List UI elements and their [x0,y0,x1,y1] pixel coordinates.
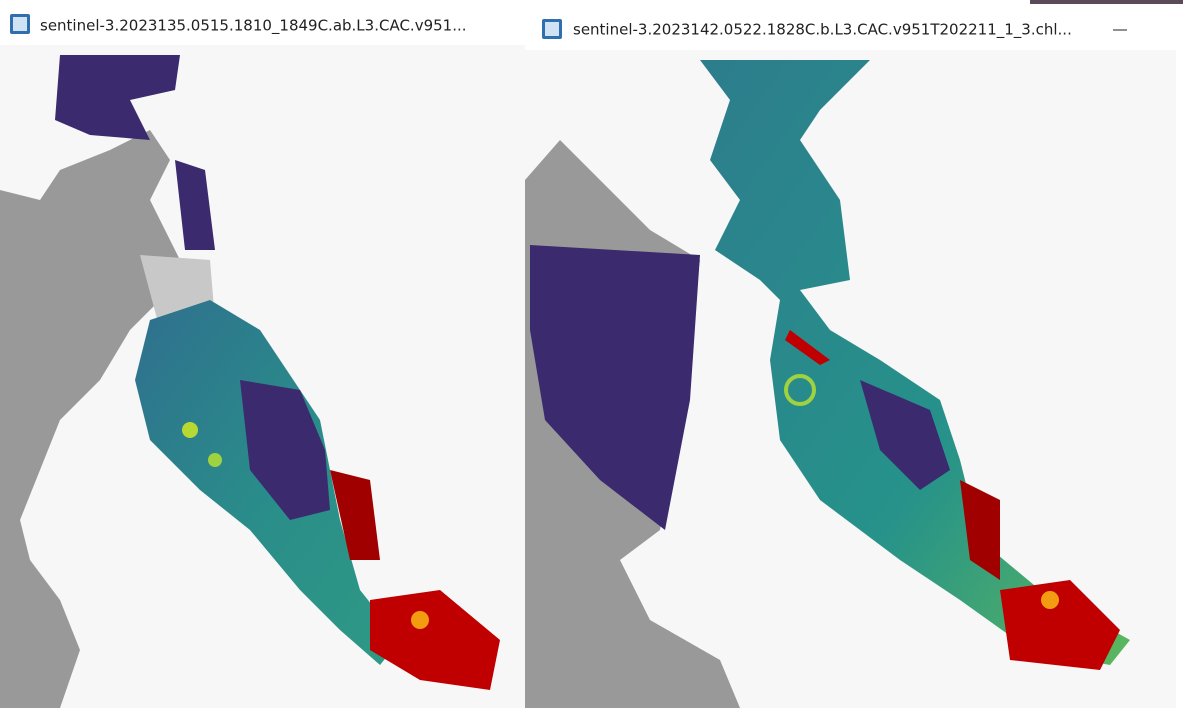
water-deep [530,245,700,530]
right-window: sentinel-3.2023142.0522.1828C.b.L3.CAC.v… [525,4,1183,708]
bloom [182,422,198,438]
water [700,60,1130,665]
title-bar[interactable] [0,4,527,45]
bloom [411,611,429,629]
land [0,130,180,708]
window-title: sentinel-3.2023142.0522.1828C.b.L3.CAC.v… [573,21,1072,40]
bloom [1041,591,1059,609]
window-title: sentinel-3.2023135.0515.1810_1849C.ab.L3… [40,17,467,36]
left-window: sentinel-3.2023135.0515.1810_1849C.ab.L3… [0,4,527,708]
bloom-high [785,330,830,365]
water-deep [860,380,950,490]
bloom-high [330,470,380,560]
bloom-high [370,590,500,690]
bloom [784,374,816,406]
water-deep [240,380,330,520]
bloom-high [1000,580,1120,670]
window-icon-inner [545,22,559,36]
bloom-high [960,480,1000,580]
window-icon-inner [13,17,27,31]
bloom [208,453,222,467]
water [175,160,215,250]
water [55,55,180,140]
